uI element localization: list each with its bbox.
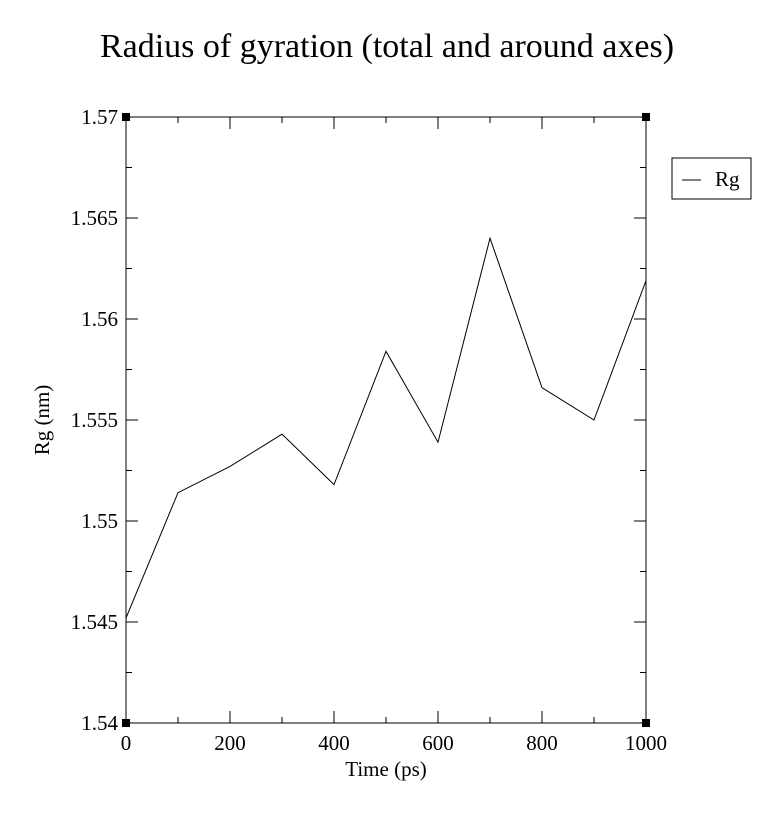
y-tick-label: 1.55 xyxy=(81,509,118,533)
x-tick-label: 800 xyxy=(526,731,558,755)
y-tick-label: 1.57 xyxy=(81,105,118,129)
x-tick-label: 600 xyxy=(422,731,454,755)
chart-title: Radius of gyration (total and around axe… xyxy=(100,28,674,65)
plot-frame xyxy=(125,116,647,724)
corner-marker-top-right xyxy=(642,113,650,121)
y-tick-label: 1.545 xyxy=(71,610,118,634)
axis-tick-labels: 0 200 400 600 800 1000 1.54 1.545 1.55 1.555 1.56 1… xyxy=(71,105,667,755)
corner-marker-bottom-right xyxy=(642,719,650,727)
y-tick-label: 1.54 xyxy=(81,711,118,735)
series-line-rg xyxy=(125,236,647,619)
y-axis-label: Rg (nm) xyxy=(30,385,54,456)
corner-marker-bottom-left xyxy=(122,719,130,727)
x-tick-label: 200 xyxy=(214,731,246,755)
legend-label-rg: Rg xyxy=(715,167,740,191)
y-tick-label: 1.565 xyxy=(71,206,118,230)
y-tick-label: 1.56 xyxy=(81,307,118,331)
legend: Rg xyxy=(671,157,752,200)
legend-box xyxy=(671,157,752,200)
axis-ticks xyxy=(125,116,647,724)
x-axis-label: Time (ps) xyxy=(345,757,427,781)
x-tick-label: 0 xyxy=(121,731,132,755)
y-tick-label: 1.555 xyxy=(71,408,118,432)
x-tick-label: 400 xyxy=(318,731,350,755)
corner-marker-top-left xyxy=(122,113,130,121)
x-tick-label: 1000 xyxy=(625,731,667,755)
